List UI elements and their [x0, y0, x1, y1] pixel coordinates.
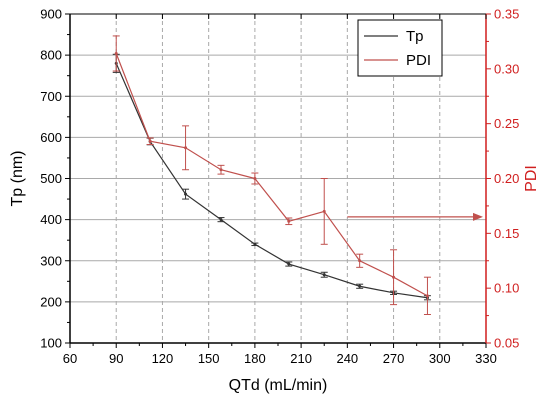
data-point-pdi [219, 168, 223, 172]
data-point-pdi [287, 219, 291, 223]
data-point-pdi [114, 51, 118, 55]
data-point-pdi [322, 209, 326, 213]
data-point-pdi [253, 177, 257, 180]
y-tick-label: 600 [40, 130, 62, 145]
series-line-pdi [115, 53, 428, 297]
legend: Tp PDI [357, 19, 443, 77]
x-tick-label: 300 [429, 351, 451, 366]
x-tick-label: 330 [475, 351, 497, 366]
data-point-tp [358, 284, 362, 288]
y2-tick-label: 0.35 [494, 7, 519, 22]
y2-axis-title: PDI [523, 165, 540, 192]
y2-tick-label: 0.20 [494, 171, 519, 186]
annotation-arrow-head [473, 212, 483, 221]
data-point-pdi [392, 275, 396, 279]
x-tick-label: 120 [152, 351, 174, 366]
data-point-tp [253, 242, 257, 246]
data-point-pdi [148, 139, 152, 143]
y2-tick-label: 0.30 [494, 61, 519, 76]
x-axis-title: QTd (mL/min) [229, 377, 328, 394]
x-tick-label: 90 [109, 351, 123, 366]
y2-tick-label: 0.15 [494, 226, 519, 241]
y-tick-label: 100 [40, 336, 62, 351]
data-point-tp [219, 218, 223, 222]
x-tick-label: 270 [383, 351, 405, 366]
x-tick-label: 60 [63, 351, 77, 366]
series-line-tp [115, 63, 428, 299]
series-layer [112, 35, 483, 315]
y-tick-label: 300 [40, 253, 62, 268]
ticks: 60 90 120 150 180 210 240 270 300 330 100 200 300 400… [40, 7, 519, 367]
y-tick-label: 200 [40, 294, 62, 309]
x-tick-label: 210 [290, 351, 312, 366]
data-point-pdi [358, 259, 362, 263]
data-point-tp [322, 273, 326, 277]
y-tick-label: 700 [40, 89, 62, 104]
x-tick-label: 180 [244, 351, 266, 366]
data-point-pdi [184, 146, 188, 150]
y-tick-label: 400 [40, 212, 62, 227]
data-point-pdi [425, 294, 429, 298]
x-tick-label: 150 [198, 351, 220, 366]
y2-tick-label: 0.05 [494, 336, 519, 351]
x-tick-label: 240 [336, 351, 358, 366]
y-tick-label: 900 [40, 7, 62, 22]
legend-label-tp: Tp [406, 28, 424, 45]
legend-label-pdi: PDI [406, 52, 431, 69]
y-tick-label: 500 [40, 171, 62, 186]
y-tick-label: 800 [40, 48, 62, 63]
y2-tick-label: 0.10 [494, 281, 519, 296]
legend-box [357, 19, 443, 77]
y-axis-title: Tp (nm) [9, 151, 26, 207]
data-point-tp [287, 262, 291, 266]
data-point-tp [184, 192, 188, 196]
y2-tick-label: 0.25 [494, 116, 519, 131]
